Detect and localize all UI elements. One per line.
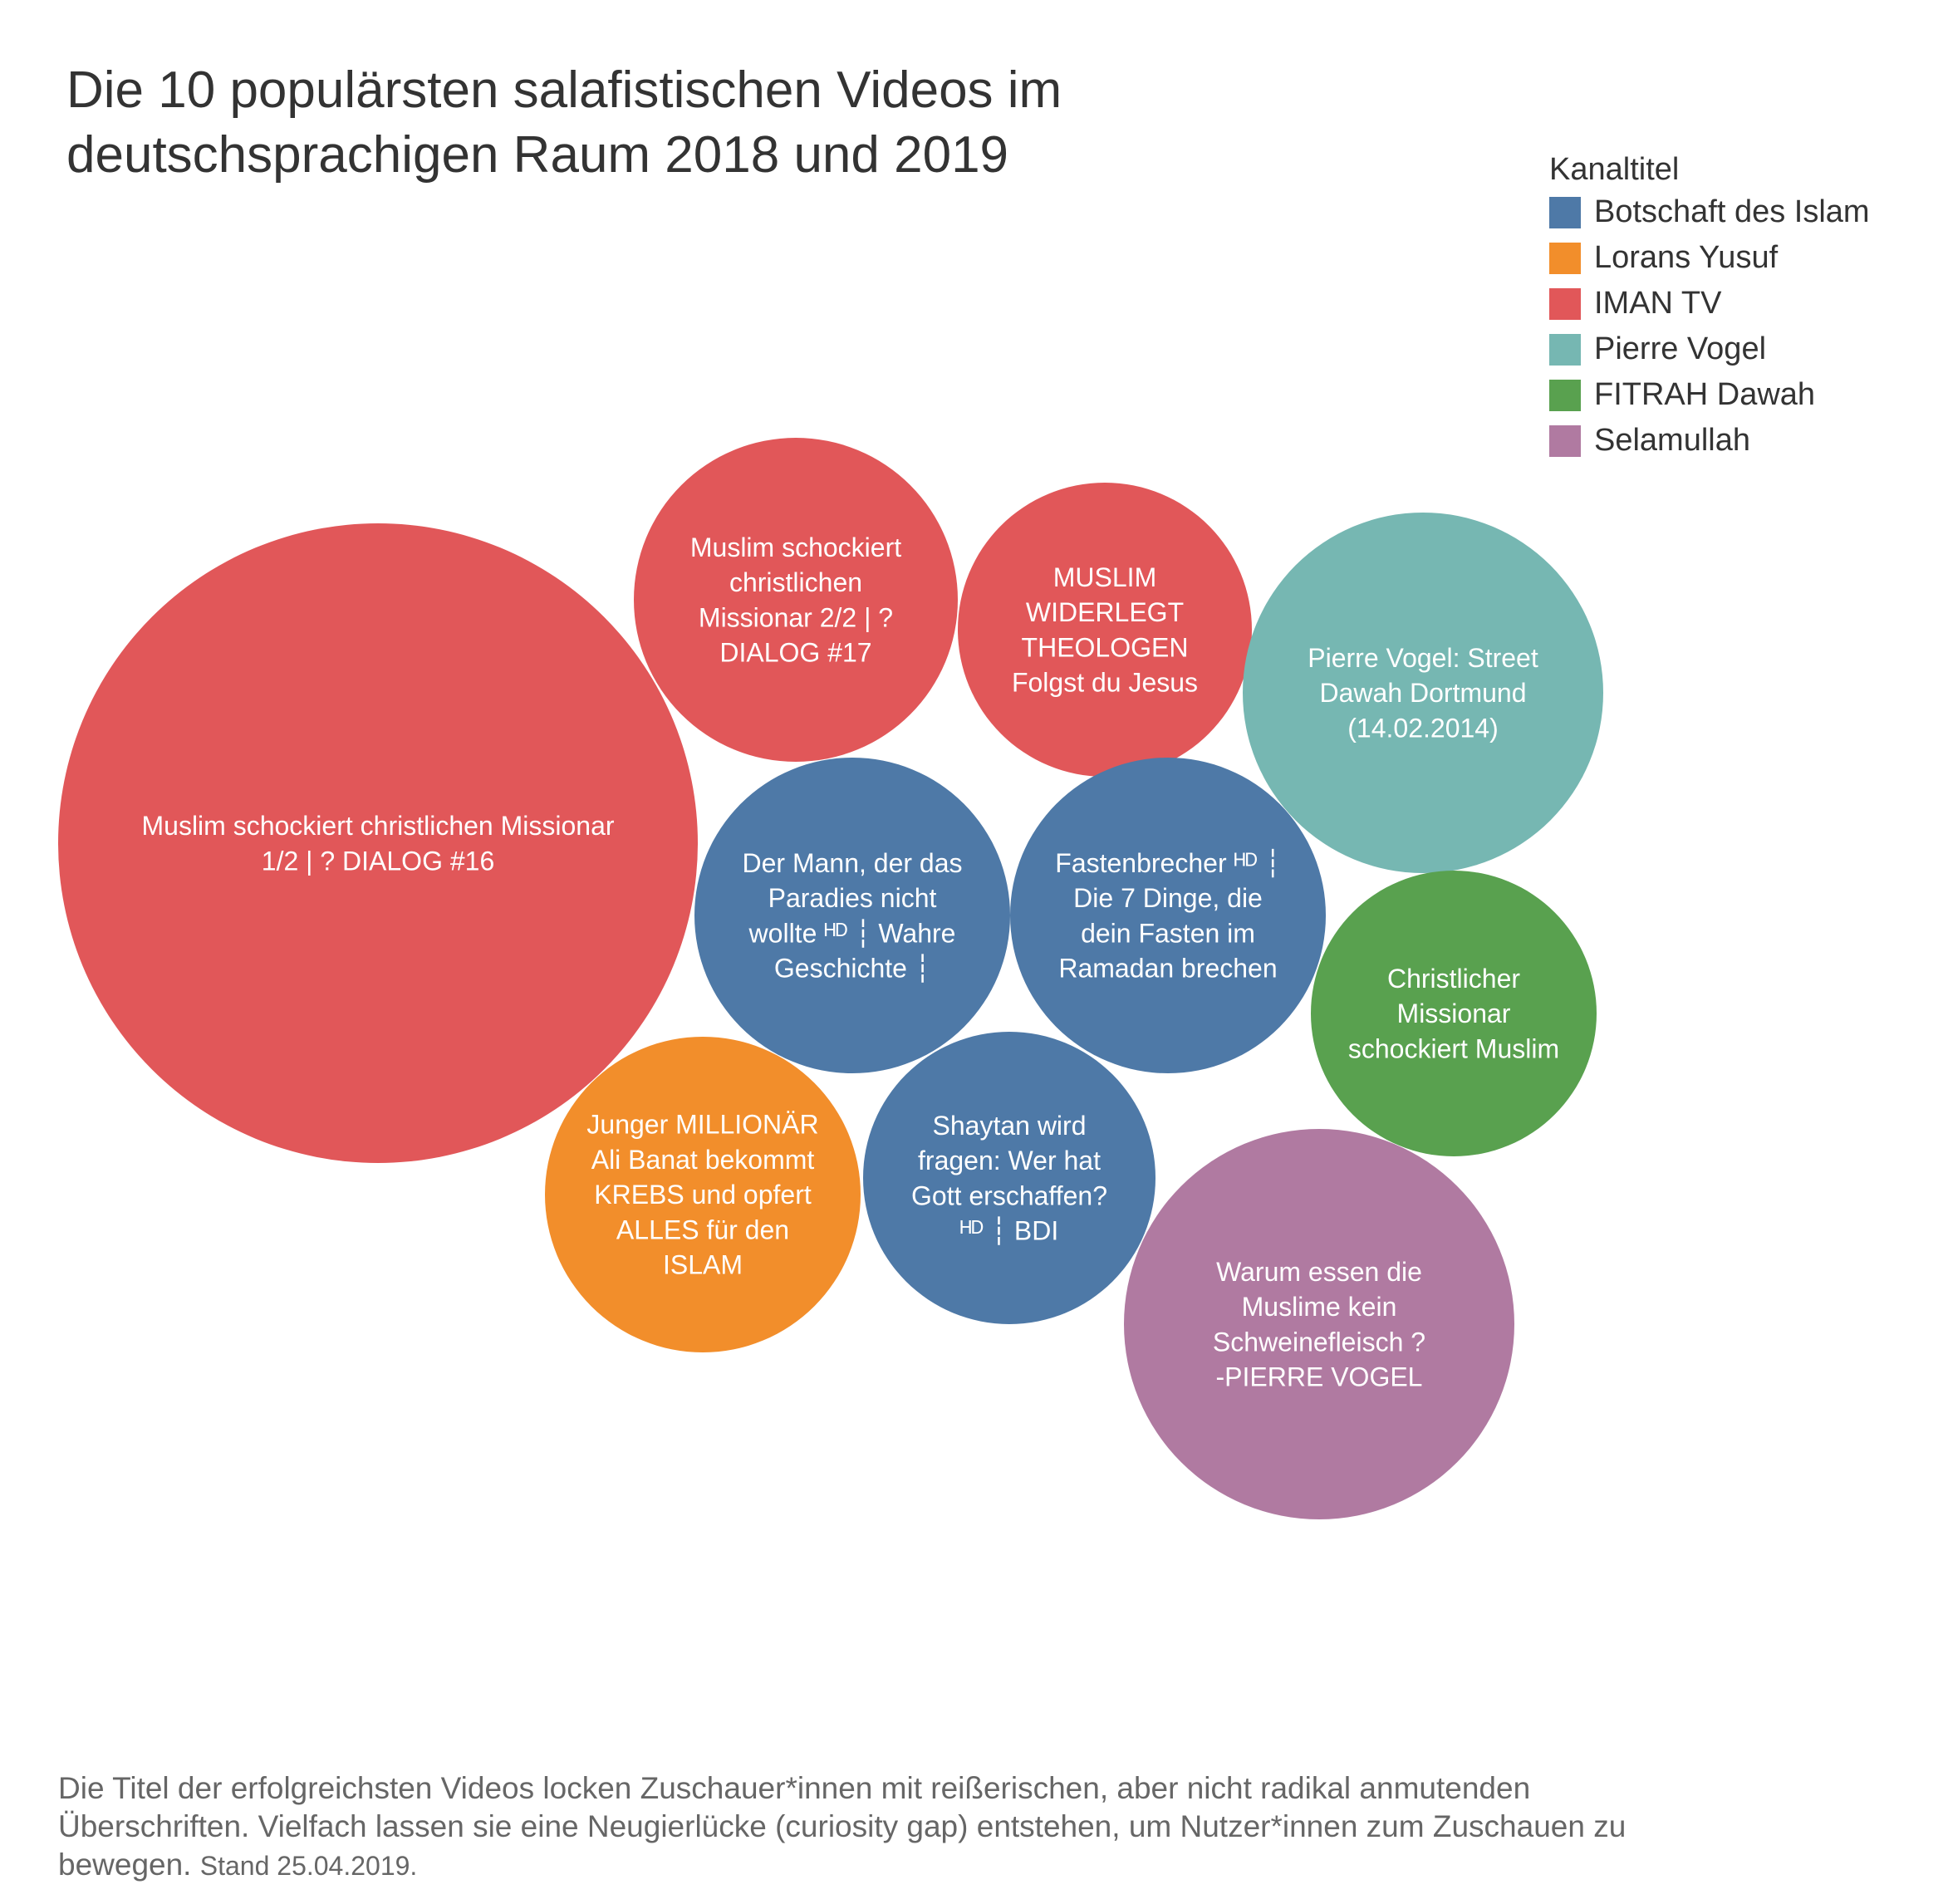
footnote-text: Die Titel der erfolgreichsten Videos loc… <box>58 1771 1627 1882</box>
bubble-circle <box>58 523 698 1163</box>
bubble-label-line: Pierre Vogel: Street <box>1308 643 1538 673</box>
footnote: Die Titel der erfolgreichsten Videos loc… <box>58 1769 1720 1885</box>
legend-swatch <box>1549 196 1581 228</box>
bubble-label-line: Missionar <box>1397 999 1511 1028</box>
bubble-label-line: Die 7 Dinge, die <box>1073 883 1263 913</box>
bubble-label-line: Ramadan brechen <box>1058 954 1277 984</box>
bubble-label-line: MUSLIM <box>1053 562 1156 592</box>
bubble-circle <box>1243 513 1603 873</box>
chart-title-line-2: deutschsprachigen Raum 2018 und 2019 <box>66 126 1009 184</box>
bubble-label: Christlicher Missionar schockiert Muslim <box>1348 964 1559 1063</box>
bubble-circle <box>1010 758 1326 1073</box>
bubble-label-line: fragen: Wer hat <box>918 1146 1101 1175</box>
chart-title-line-1: Die 10 populärsten salafistischen Videos… <box>66 61 1062 119</box>
bubble-label-line: Junger MILLIONÄR <box>586 1110 818 1140</box>
bubble-label-line: Der Mann, der das <box>742 848 962 878</box>
bubble-label: Muslim schockiert christlichen Missionar… <box>141 811 614 876</box>
legend-item: IMAN TV <box>1549 281 1915 326</box>
bubble-circle <box>634 438 958 762</box>
bubble-label-line: Folgst du Jesus <box>1012 668 1198 698</box>
bubble-label-line: Schweinefleisch ? <box>1213 1327 1425 1357</box>
bubble-label-line: dein Fasten im <box>1081 918 1255 948</box>
legend: Kanaltitel Botschaft des Islam Lorans Yus… <box>1549 150 1915 464</box>
bubble-label: Pierre Vogel: Street Dawah Dortmund (14.02… <box>1308 643 1538 743</box>
bubble: Christlicher Missionar schockiert Muslim <box>1311 871 1597 1156</box>
legend-item: Selamullah <box>1549 418 1915 464</box>
bubble-circle <box>1311 871 1597 1156</box>
bubble-label-line: (14.02.2014) <box>1347 713 1498 743</box>
bubble: Junger MILLIONÄR Ali Banat bekommt KREBS u… <box>545 1037 861 1352</box>
legend-label: Pierre Vogel <box>1594 331 1767 366</box>
legend-item: Lorans Yusuf <box>1549 235 1915 281</box>
bubble-circle <box>545 1037 861 1352</box>
bubble: MUSLIM WIDERLEGT THEOLOGEN Folgst du Jesus <box>958 483 1252 777</box>
legend-label: IMAN TV <box>1594 286 1722 321</box>
bubble-label-line: Muslim schockiert <box>690 532 901 562</box>
legend-swatch <box>1549 287 1581 320</box>
bubble-circle <box>1124 1129 1514 1519</box>
bubble: Muslim schockiert christlichen Missionar 2… <box>634 438 958 762</box>
bubble-label: Der Mann, der das Paradies nicht wollte ᴴᴰ… <box>742 848 962 984</box>
bubble-label-line: 1/2 | ? DIALOG #16 <box>262 846 494 876</box>
bubble-label-line: KREBS und opfert <box>594 1180 812 1210</box>
legend-item: Botschaft des Islam <box>1549 189 1915 235</box>
legend-item: Pierre Vogel <box>1549 326 1915 372</box>
bubble-label: Fastenbrecher ᴴᴰ ┆ Die 7 Dinge, die dein F… <box>1055 848 1280 984</box>
bubble-label-line: wollte ᴴᴰ ┆ Wahre <box>748 918 956 948</box>
bubble-label-line: Muslim schockiert christlichen Missionar <box>141 811 614 841</box>
bubble-label-line: Muslime kein <box>1242 1292 1397 1322</box>
bubble-label: MUSLIM WIDERLEGT THEOLOGEN Folgst du Jesus <box>1012 562 1198 698</box>
bubble-circle <box>694 758 1010 1073</box>
legend-label: Botschaft des Islam <box>1594 194 1870 229</box>
legend-label: FITRAH Dawah <box>1594 377 1816 412</box>
bubble: Der Mann, der das Paradies nicht wollte ᴴᴰ… <box>694 758 1010 1073</box>
bubble: Muslim schockiert christlichen Missionar… <box>58 523 698 1163</box>
legend-items: Botschaft des Islam Lorans Yusuf IMAN TV Pi… <box>1549 189 1915 464</box>
legend-swatch <box>1549 333 1581 366</box>
bubble-label-line: Geschichte ┆ <box>774 954 930 984</box>
bubble-label: Shaytan wird fragen: Wer hat Gott erschaff… <box>911 1111 1107 1246</box>
bubble-label: Muslim schockiert christlichen Missionar 2… <box>690 532 901 668</box>
bubble-label-line: Christlicher <box>1387 964 1520 994</box>
bubble-label-line: Warum essen die <box>1216 1257 1422 1287</box>
bubble-label: Warum essen die Muslime kein Schweinefleis… <box>1213 1257 1425 1392</box>
bubble-label-line: Missionar 2/2 | ? <box>699 602 893 632</box>
legend-swatch <box>1549 424 1581 457</box>
legend-label: Selamullah <box>1594 423 1750 458</box>
bubble-label-line: christlichen <box>729 567 862 597</box>
legend-item: FITRAH Dawah <box>1549 372 1915 418</box>
chart-title: Die 10 populärsten salafistischen Videos… <box>66 58 1313 188</box>
footnote-stand: Stand 25.04.2019. <box>199 1851 418 1881</box>
bubble-label-line: Dawah Dortmund <box>1320 678 1527 708</box>
bubble-label: Junger MILLIONÄR Ali Banat bekommt KREBS u… <box>586 1110 818 1280</box>
legend-swatch <box>1549 379 1581 411</box>
bubble-label-line: schockiert Muslim <box>1348 1033 1559 1063</box>
legend-swatch <box>1549 242 1581 274</box>
bubble-label-line: ISLAM <box>663 1250 743 1280</box>
bubble-label-line: Paradies nicht <box>768 883 937 913</box>
bubble-label-line: DIALOG #17 <box>719 638 871 668</box>
bubble-circle <box>958 483 1252 777</box>
bubble-circle <box>863 1032 1155 1324</box>
bubble-label-line: Gott erschaffen? <box>911 1180 1107 1210</box>
legend-title: Kanaltitel <box>1549 152 1680 187</box>
bubble-label-line: ALLES für den <box>616 1215 789 1244</box>
bubble-label-line: Fastenbrecher ᴴᴰ ┆ <box>1055 848 1280 878</box>
bubble-label-line: Ali Banat bekommt <box>591 1145 815 1175</box>
bubble-label-line: -PIERRE VOGEL <box>1216 1362 1423 1392</box>
bubble: Fastenbrecher ᴴᴰ ┆ Die 7 Dinge, die dein F… <box>1010 758 1326 1073</box>
bubble: Warum essen die Muslime kein Schweinefleis… <box>1124 1129 1514 1519</box>
bubble-label-line: WIDERLEGT <box>1026 597 1184 627</box>
bubble: Shaytan wird fragen: Wer hat Gott erschaff… <box>863 1032 1155 1324</box>
legend-label: Lorans Yusuf <box>1594 240 1779 275</box>
bubble-label-line: Shaytan wird <box>933 1111 1087 1141</box>
bubble-label-line: THEOLOGEN <box>1022 632 1189 662</box>
bubble-label-line: ᴴᴰ ┆ BDI <box>960 1216 1058 1246</box>
bubble: Pierre Vogel: Street Dawah Dortmund (14.02… <box>1243 513 1603 873</box>
